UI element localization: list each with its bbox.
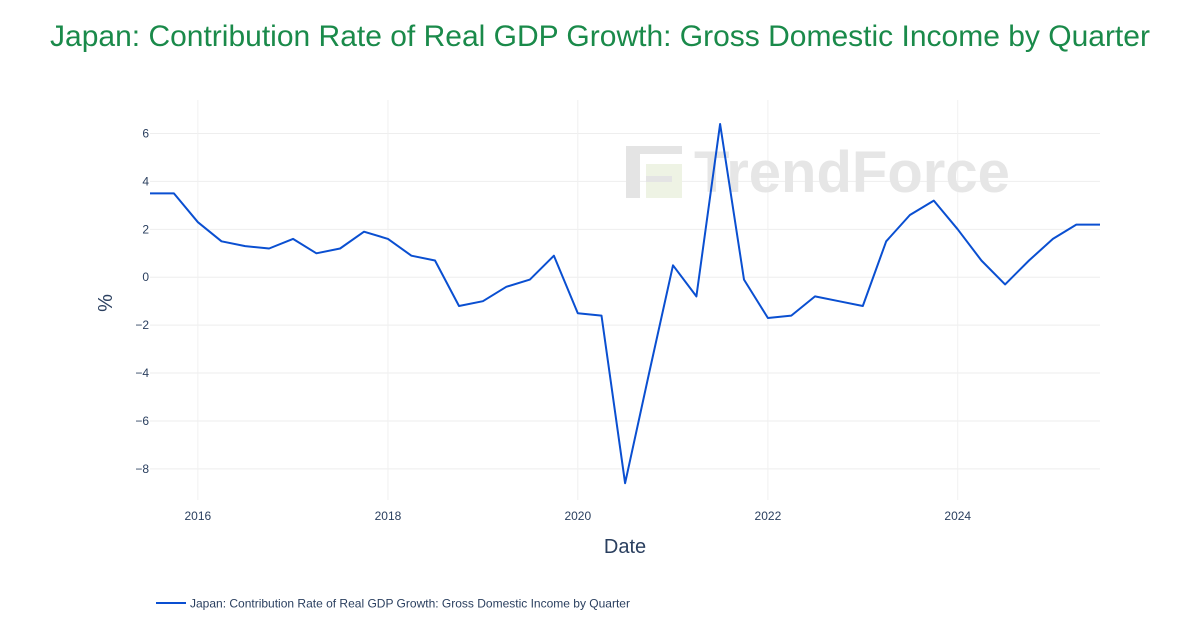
y-tick-label: −2 [135,318,149,332]
series-line[interactable] [150,123,1100,485]
data-point[interactable] [907,212,913,218]
chart-title: Japan: Contribution Rate of Real GDP Gro… [50,20,1150,53]
series-layer [147,121,1103,486]
data-point[interactable] [978,257,984,263]
legend[interactable]: Japan: Contribution Rate of Real GDP Gro… [156,597,630,611]
data-point[interactable] [147,190,153,196]
data-point[interactable] [646,370,652,376]
y-tick-label: 4 [142,174,149,188]
data-point[interactable] [313,250,319,256]
data-point[interactable] [551,253,557,259]
data-point[interactable] [788,313,794,319]
data-point[interactable] [1050,236,1056,242]
data-point[interactable] [195,219,201,225]
watermark-icon [626,146,682,198]
watermark-logo: TrendForce [626,140,1010,205]
y-tick-label: 6 [142,127,149,141]
x-tick-label: 2022 [755,509,782,523]
data-point[interactable] [622,480,628,486]
data-point[interactable] [408,253,414,259]
data-point[interactable] [693,293,699,299]
y-axis-title: % [95,294,117,312]
x-tick-label: 2016 [184,509,211,523]
tick-layer: 6 4 2 0 −2 −4 −6 −8 2016 2018 2020 2022 2024 [135,127,971,523]
data-point[interactable] [219,238,225,244]
data-point[interactable] [598,313,604,319]
y-tick-label: 2 [142,222,149,236]
legend-label: Japan: Contribution Rate of Real GDP Gro… [190,597,630,611]
data-point[interactable] [765,315,771,321]
y-tick-label: −8 [135,462,149,476]
y-tick-label: −4 [135,366,149,380]
data-point[interactable] [266,246,272,252]
data-point[interactable] [575,310,581,316]
data-point[interactable] [836,298,842,304]
y-tick-label: 0 [142,270,149,284]
x-tick-label: 2018 [375,509,402,523]
data-point[interactable] [361,229,367,235]
data-point[interactable] [931,198,937,204]
grid-layer [150,100,1100,500]
data-point[interactable] [527,277,533,283]
data-point[interactable] [717,121,723,127]
data-point[interactable] [337,246,343,252]
watermark-text: TrendForce [694,140,1010,205]
data-point[interactable] [171,190,177,196]
data-point[interactable] [432,257,438,263]
data-point[interactable] [1073,222,1079,228]
data-point[interactable] [812,293,818,299]
data-point[interactable] [242,243,248,249]
x-axis-title: Date [604,536,646,558]
y-tick-label: −6 [135,414,149,428]
data-point[interactable] [860,303,866,309]
data-point[interactable] [1026,257,1032,263]
data-point[interactable] [955,226,961,232]
x-tick-label: 2024 [944,509,971,523]
data-point[interactable] [670,262,676,268]
data-point[interactable] [385,236,391,242]
data-point[interactable] [883,238,889,244]
data-point[interactable] [290,236,296,242]
data-point[interactable] [1097,222,1103,228]
data-point[interactable] [456,303,462,309]
data-point[interactable] [741,277,747,283]
data-point[interactable] [503,284,509,290]
data-point[interactable] [1002,281,1008,287]
x-tick-label: 2020 [564,509,591,523]
data-point[interactable] [480,298,486,304]
